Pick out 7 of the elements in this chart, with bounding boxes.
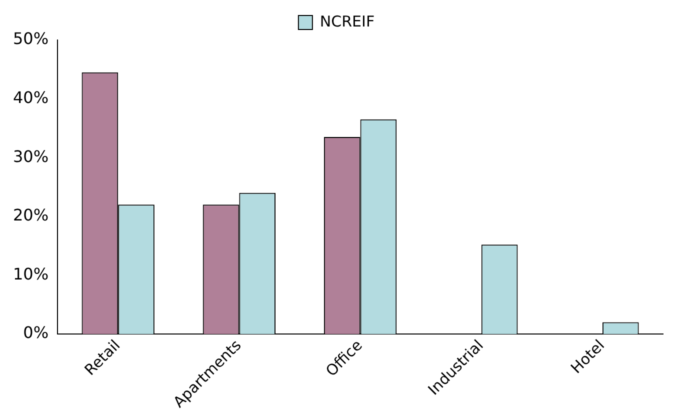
y-tick-label: 50% [13,29,49,48]
legend-label: NCREIF [320,12,375,30]
y-tick-label: 0% [23,323,49,342]
y-tick-label: 10% [13,264,49,284]
y-tick-label: 20% [13,206,49,225]
y-tick-label: 40% [13,88,49,107]
y-tick-label: 30% [13,146,49,166]
